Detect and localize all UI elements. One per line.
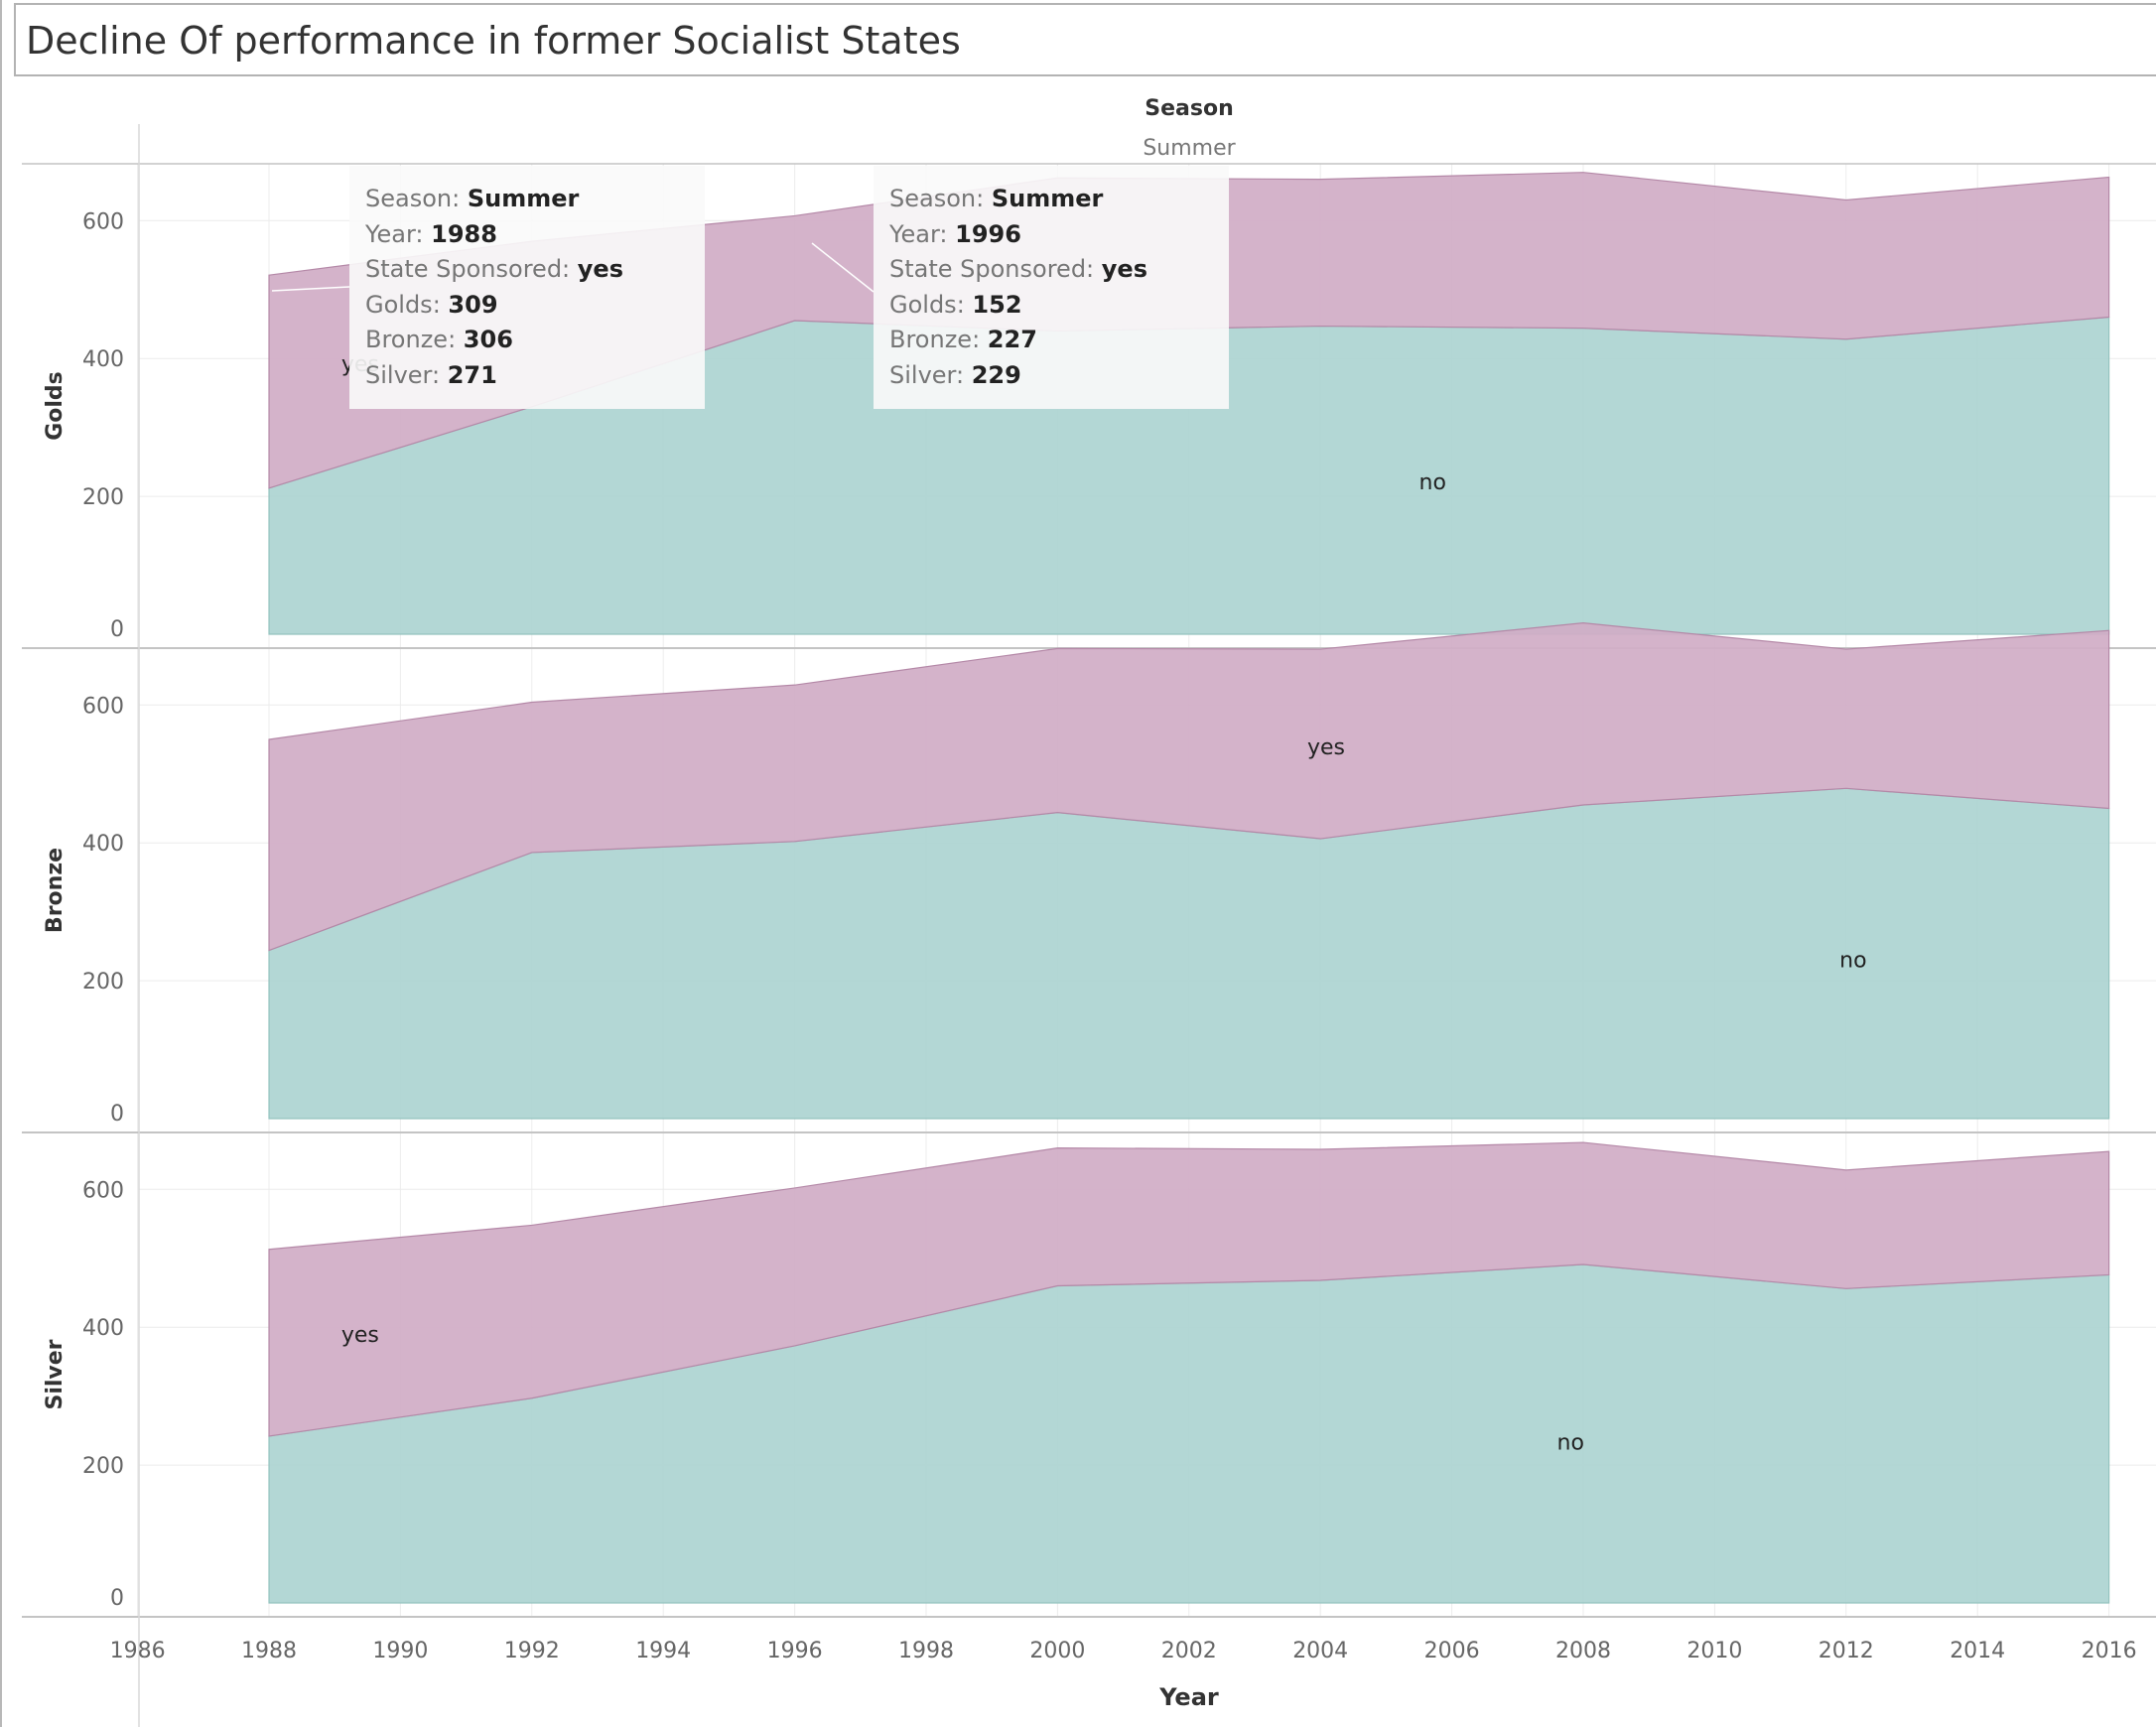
- y-tick-label: 200: [82, 485, 124, 510]
- x-tick-label: 2008: [1555, 1639, 1611, 1663]
- tooltip-row: State Sponsored: yes: [365, 255, 623, 283]
- x-tick-label: 2002: [1161, 1639, 1217, 1663]
- y-tick-label: 200: [82, 1454, 124, 1479]
- tooltip-row: Silver: 229: [889, 360, 1021, 389]
- column-header-value: Summer: [1143, 136, 1236, 161]
- y-axis-title: Silver: [43, 1339, 67, 1409]
- tooltip-row: Golds: 309: [365, 290, 498, 319]
- x-tick-label: 2010: [1686, 1639, 1742, 1663]
- x-tick-label: 1988: [241, 1639, 297, 1663]
- dashboard-title: Decline Of performance in former Sociali…: [14, 3, 2156, 76]
- column-header-field: Season: [1145, 96, 1233, 121]
- y-tick-label: 400: [82, 1316, 124, 1341]
- y-tick-label: 400: [82, 832, 124, 857]
- y-tick-label: 600: [82, 209, 124, 234]
- area-yes-bronze: [268, 622, 2110, 952]
- area-yes-silver: [268, 1141, 2110, 1437]
- area-label-no: no: [1557, 1430, 1584, 1455]
- y-tick-label: 0: [110, 1586, 124, 1611]
- page-title: Decline Of performance in former Sociali…: [26, 19, 961, 63]
- tooltip-row: Bronze: 306: [365, 326, 513, 353]
- area-label-no: no: [1419, 470, 1446, 495]
- x-tick-label: 2000: [1029, 1639, 1085, 1663]
- x-tick-label: 1990: [372, 1639, 428, 1663]
- tooltip-row: Year: 1988: [365, 219, 497, 248]
- x-tick-label: 1992: [504, 1639, 560, 1663]
- tooltip-pointer: [271, 286, 350, 292]
- x-tick-label: 1986: [110, 1639, 166, 1663]
- tooltip-row: Bronze: 227: [889, 326, 1037, 353]
- y-tick-label: 600: [82, 694, 124, 719]
- y-axis-title: Bronze: [43, 848, 67, 933]
- left-border: [0, 0, 2, 1727]
- tooltip-row: State Sponsored: yes: [889, 255, 1147, 283]
- x-tick-label: 2016: [2082, 1639, 2137, 1663]
- y-tick-label: 0: [110, 1102, 124, 1127]
- tooltip-1996: Season: Summer Year: 1996 State Sponsore…: [874, 166, 1229, 409]
- y-tick-label: 0: [110, 617, 124, 642]
- tooltip-row: Year: 1996: [889, 219, 1021, 248]
- x-tick-label: 2006: [1424, 1639, 1480, 1663]
- area-label-no: no: [1839, 949, 1866, 974]
- x-tick-label: 2004: [1292, 1639, 1348, 1663]
- area-label-yes: yes: [341, 1323, 379, 1348]
- area-label-yes: yes: [1307, 735, 1345, 760]
- x-tick-label: 2012: [1819, 1639, 1874, 1663]
- y-tick-label: 400: [82, 347, 124, 372]
- y-axis-title: Golds: [43, 371, 67, 441]
- tooltip-row: Golds: 152: [889, 290, 1022, 319]
- tooltip-1988: Season: Summer Year: 1988 State Sponsore…: [349, 166, 705, 409]
- tooltip-row: Season: Summer: [889, 185, 1104, 212]
- tooltip-row: Season: Summer: [365, 185, 580, 212]
- x-tick-label: 1994: [635, 1639, 691, 1663]
- tooltip-row: Silver: 271: [365, 360, 497, 389]
- x-tick-label: 1996: [767, 1639, 823, 1663]
- x-tick-label: 1998: [898, 1639, 954, 1663]
- y-tick-label: 200: [82, 970, 124, 995]
- x-tick-label: 2014: [1950, 1639, 2005, 1663]
- tooltip-pointer: [811, 242, 875, 293]
- x-axis-title: Year: [1158, 1683, 1219, 1711]
- plot-area: 0 200 400 600 Golds no yes 0 200 400 600 Bronze no ye…: [22, 124, 2156, 1727]
- y-tick-label: 600: [82, 1178, 124, 1203]
